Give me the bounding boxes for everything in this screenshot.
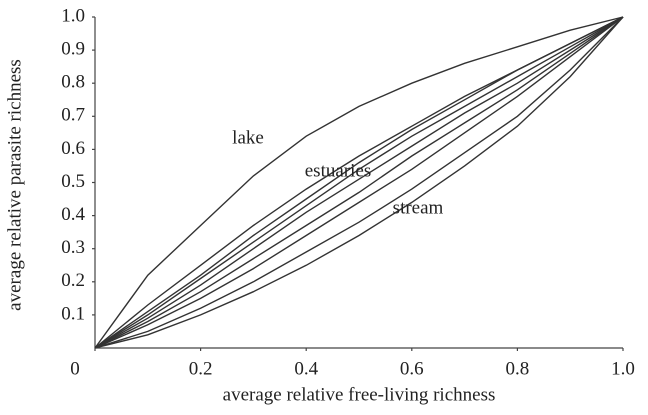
x-tick-label: 0.2 (189, 358, 213, 379)
y-tick-label: 0.9 (61, 38, 85, 59)
x-tick-label: 0.8 (506, 358, 530, 379)
y-tick-label: 0.4 (61, 204, 85, 225)
series-line (94, 16, 624, 349)
y-tick-label: 0.7 (61, 105, 85, 126)
y-tick-label: 1.0 (61, 5, 85, 26)
y-tick-label: 0.1 (61, 303, 85, 324)
x-tick-label: 0.6 (400, 358, 424, 379)
annotation: stream (393, 197, 444, 218)
y-tick-label: 0.5 (61, 171, 85, 192)
x-tick-label: 0 (70, 358, 80, 379)
series-line (94, 16, 624, 349)
series-line (94, 16, 624, 349)
annotation: estuaries (305, 160, 371, 181)
annotation: lake (232, 127, 264, 148)
x-tick-label: 1.0 (611, 358, 635, 379)
y-tick-label: 0.2 (61, 270, 85, 291)
series-line (94, 16, 624, 349)
series-line (94, 16, 624, 349)
y-axis-label: average relative parasite richness (4, 59, 25, 311)
x-axis-label: average relative free-living richness (223, 384, 496, 405)
y-tick-label: 0.6 (61, 138, 85, 159)
series-line (94, 16, 624, 349)
y-tick-label: 0.8 (61, 72, 85, 93)
x-tick-label: 0.4 (294, 358, 318, 379)
series-line (94, 16, 624, 349)
series-line (94, 16, 624, 349)
y-tick-label: 0.3 (61, 237, 85, 258)
